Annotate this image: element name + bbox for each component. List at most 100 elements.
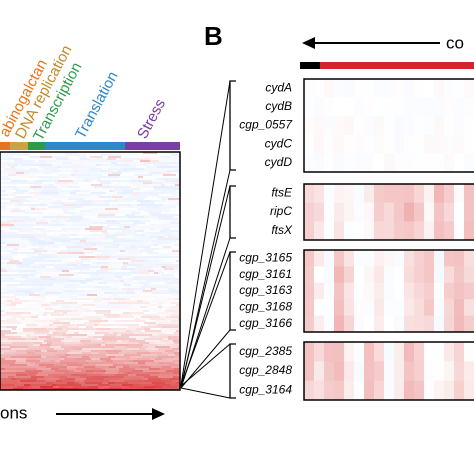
heatmap-cell (123, 168, 138, 170)
heatmap-cell (95, 310, 111, 312)
heatmap-cell (135, 368, 149, 370)
heatmap-cell (30, 152, 44, 154)
heatmap-cell (170, 162, 180, 164)
heatmap-frame (303, 78, 474, 173)
heatmap-cell (144, 338, 159, 340)
heatmap-cell (374, 184, 385, 204)
gene-label: cydC (265, 136, 293, 150)
heatmap-cell (130, 220, 140, 222)
heatmap-cell (104, 272, 116, 274)
heatmap-cell (26, 298, 30, 300)
heatmap-cell (0, 284, 7, 286)
heatmap-cell (464, 153, 474, 173)
heatmap-cell (105, 204, 109, 206)
heatmap-cell (404, 116, 415, 136)
heatmap-cell (52, 172, 58, 174)
heatmap-cell (57, 166, 61, 168)
heatmap-cell (140, 308, 151, 310)
heatmap-cell (139, 194, 153, 196)
heatmap-cell (13, 272, 18, 274)
heatmap-cell (145, 360, 154, 362)
heatmap-cell (61, 186, 68, 188)
heatmap-cell (62, 294, 78, 296)
gene-label: cgp_3165 (239, 250, 292, 264)
heatmap-cell (135, 320, 145, 322)
heatmap-cell (0, 300, 7, 302)
heatmap-cell (102, 194, 112, 196)
heatmap-cell (130, 164, 134, 166)
heatmap-cell (105, 234, 112, 236)
heatmap-cell (66, 194, 71, 196)
heatmap-cell (0, 310, 4, 312)
heatmap-cell (454, 342, 465, 362)
heatmap-cell (102, 336, 115, 338)
heatmap-cell (80, 228, 85, 230)
heatmap-cell (99, 246, 104, 248)
heatmap-cell (15, 370, 25, 372)
heatmap-cell (69, 270, 80, 272)
heatmap-cell (118, 204, 130, 206)
heatmap-cell (110, 384, 122, 386)
heatmap-cell (87, 374, 102, 376)
heatmap-cell (110, 166, 122, 168)
heatmap-cell (13, 164, 17, 166)
bracket (229, 80, 236, 171)
heatmap-cell (126, 188, 140, 190)
heatmap-cell (324, 315, 335, 333)
heatmap-cell (110, 160, 121, 162)
heatmap-cell (152, 182, 163, 184)
heatmap-cell (62, 380, 75, 382)
heatmap-cell (145, 380, 162, 382)
heatmap-cell (133, 194, 139, 196)
heatmap-cell (36, 206, 48, 208)
heatmap-cell (157, 166, 161, 168)
heatmap-cell (424, 266, 435, 284)
heatmap-cell (0, 350, 11, 352)
heatmap-cell (146, 332, 163, 334)
heatmap-cell (79, 388, 91, 390)
heatmap-cell (154, 164, 169, 166)
heatmap-cell (5, 242, 19, 244)
heatmap-cell (79, 382, 85, 384)
heatmap-cell (87, 166, 96, 168)
gene-label: cydA (265, 80, 292, 94)
heatmap-cell (123, 262, 128, 264)
heatmap-cell (169, 364, 177, 366)
heatmap-cell (57, 252, 68, 254)
heatmap-cell (57, 286, 64, 288)
heatmap-cell (36, 220, 47, 222)
heatmap-cell (136, 244, 149, 246)
heatmap-cell (4, 282, 20, 284)
heatmap-cell (87, 238, 96, 240)
heatmap-cell (112, 216, 128, 218)
heatmap-cell (22, 358, 26, 360)
heatmap-cell (97, 348, 102, 350)
heatmap-cell (124, 362, 138, 364)
heatmap-cell (44, 168, 57, 170)
heatmap-cell (464, 116, 474, 136)
heatmap-cell (174, 274, 180, 276)
heatmap-cell (137, 278, 151, 280)
heatmap-cell (30, 384, 35, 386)
heatmap-cell (99, 326, 108, 328)
heatmap-cell (135, 318, 140, 320)
heatmap-cell (168, 304, 176, 306)
heatmap-cell (123, 310, 139, 312)
heatmap-cell (55, 278, 70, 280)
heatmap-cell (404, 184, 415, 204)
heatmap-cell (144, 216, 158, 218)
heatmap-cell (17, 266, 32, 268)
heatmap-cell (24, 170, 38, 172)
heatmap-cell (0, 152, 16, 154)
heatmap-cell (22, 186, 30, 188)
heatmap-cell (72, 276, 84, 278)
heatmap-cell (51, 238, 60, 240)
heatmap-cell (414, 202, 425, 222)
heatmap-cell (108, 164, 115, 166)
heatmap-cell (36, 270, 47, 272)
heatmap-cell (344, 299, 355, 317)
heatmap-cell (26, 324, 37, 326)
heatmap-cell (0, 200, 10, 202)
heatmap-cell (130, 356, 142, 358)
heatmap-cell (152, 240, 161, 242)
